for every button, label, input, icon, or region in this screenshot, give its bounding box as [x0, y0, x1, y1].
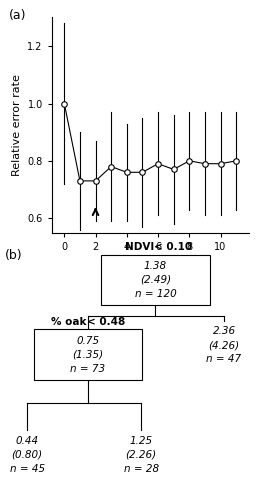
Text: (b): (b): [5, 249, 23, 262]
Point: [203, 160, 207, 168]
Point: [62, 100, 66, 108]
Text: NDVI: NDVI: [125, 242, 154, 252]
Point: [156, 160, 160, 168]
Point: [187, 157, 191, 165]
Text: < 0.10: < 0.10: [154, 242, 192, 252]
Text: 2.36
(4.26)
n = 47: 2.36 (4.26) n = 47: [206, 326, 242, 364]
FancyBboxPatch shape: [34, 330, 142, 380]
Point: [109, 162, 113, 170]
Point: [78, 177, 82, 185]
Text: 0.75
(1.35)
n = 73: 0.75 (1.35) n = 73: [70, 336, 106, 374]
Text: < 0.48: < 0.48: [87, 317, 125, 327]
Y-axis label: Relative error rate: Relative error rate: [12, 74, 22, 176]
Point: [140, 168, 145, 176]
Text: % oak: % oak: [51, 317, 87, 327]
FancyBboxPatch shape: [101, 254, 210, 305]
Text: 1.25
(2.26)
n = 28: 1.25 (2.26) n = 28: [124, 436, 159, 474]
Point: [93, 177, 98, 185]
Point: [125, 168, 129, 176]
Text: (a): (a): [9, 9, 26, 22]
Text: 0.44
(0.80)
n = 45: 0.44 (0.80) n = 45: [10, 436, 45, 474]
Point: [234, 157, 238, 165]
Point: [218, 160, 222, 168]
Point: [171, 166, 176, 173]
X-axis label: Number of splits: Number of splits: [104, 257, 196, 267]
Text: 1.38
(2.49)
n = 120: 1.38 (2.49) n = 120: [134, 261, 176, 299]
